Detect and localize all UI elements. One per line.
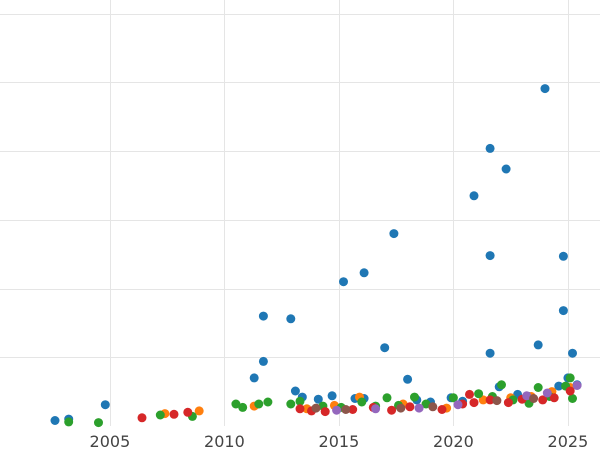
data-point bbox=[137, 413, 147, 423]
data-point bbox=[332, 405, 342, 415]
data-point bbox=[485, 395, 495, 405]
x-tick-label: 2020 bbox=[433, 432, 474, 450]
data-point bbox=[568, 394, 577, 403]
data-point bbox=[437, 405, 447, 414]
data-point bbox=[380, 343, 390, 353]
data-point bbox=[554, 381, 564, 391]
data-point bbox=[485, 348, 495, 358]
x-tick-label: 2005 bbox=[90, 432, 131, 450]
data-point bbox=[341, 405, 351, 414]
x-tick-label: 2025 bbox=[548, 432, 589, 450]
data-point bbox=[348, 405, 358, 414]
data-point bbox=[295, 404, 305, 414]
data-point bbox=[295, 396, 305, 406]
data-point bbox=[428, 402, 438, 412]
grid-lines bbox=[0, 0, 600, 426]
data-point bbox=[485, 143, 495, 153]
data-point bbox=[286, 399, 296, 409]
data-point bbox=[258, 311, 268, 321]
data-point bbox=[64, 417, 74, 427]
data-point bbox=[469, 191, 479, 201]
data-point bbox=[565, 386, 575, 396]
data-point bbox=[290, 386, 300, 396]
data-point bbox=[558, 306, 568, 316]
data-point bbox=[313, 394, 323, 404]
data-point bbox=[389, 229, 399, 239]
data-point bbox=[453, 400, 463, 410]
data-point bbox=[183, 407, 193, 417]
data-point bbox=[478, 395, 488, 405]
data-point bbox=[485, 251, 495, 261]
data-point bbox=[405, 402, 415, 412]
data-point bbox=[503, 398, 513, 408]
data-point bbox=[339, 277, 348, 287]
data-point bbox=[533, 340, 543, 350]
x-tick-labels: 2005 2010 2015 2020 2025 bbox=[90, 432, 589, 450]
data-point bbox=[50, 416, 60, 425]
data-point bbox=[414, 403, 424, 413]
data-point bbox=[286, 314, 296, 324]
data-point bbox=[263, 397, 273, 407]
data-point bbox=[558, 251, 568, 261]
data-point bbox=[371, 404, 381, 414]
data-point bbox=[258, 356, 268, 366]
data-point bbox=[421, 399, 431, 409]
data-point bbox=[522, 391, 532, 401]
data-point bbox=[357, 397, 367, 407]
x-tick-label: 2010 bbox=[204, 432, 245, 450]
data-point bbox=[249, 373, 259, 383]
data-point bbox=[254, 399, 264, 409]
data-point bbox=[465, 389, 474, 399]
data-point bbox=[396, 403, 406, 413]
data-point bbox=[410, 392, 419, 402]
data-point bbox=[327, 391, 337, 401]
data-point bbox=[474, 389, 484, 399]
data-point bbox=[403, 374, 413, 384]
data-point bbox=[549, 393, 559, 403]
data-point bbox=[311, 403, 321, 413]
data-point bbox=[540, 84, 550, 94]
data-point bbox=[501, 164, 511, 174]
data-point bbox=[448, 393, 458, 403]
data-point bbox=[100, 400, 110, 410]
data-point bbox=[469, 398, 479, 408]
data-point bbox=[538, 395, 548, 405]
data-point bbox=[568, 348, 577, 358]
data-point bbox=[497, 380, 506, 390]
x-tick-label: 2015 bbox=[319, 432, 360, 450]
data-point bbox=[359, 268, 369, 278]
data-point bbox=[572, 381, 582, 390]
data-points bbox=[50, 84, 582, 428]
data-point bbox=[492, 396, 502, 406]
data-point bbox=[320, 407, 330, 417]
data-point bbox=[382, 393, 392, 403]
data-point bbox=[533, 383, 543, 392]
data-point bbox=[565, 373, 575, 383]
data-point bbox=[155, 410, 165, 420]
data-point bbox=[169, 409, 179, 419]
data-point bbox=[238, 402, 248, 412]
data-point bbox=[231, 399, 241, 409]
data-point bbox=[94, 418, 103, 428]
data-point bbox=[542, 388, 552, 398]
data-point bbox=[194, 406, 204, 416]
data-point bbox=[529, 394, 539, 403]
data-point bbox=[387, 405, 397, 415]
